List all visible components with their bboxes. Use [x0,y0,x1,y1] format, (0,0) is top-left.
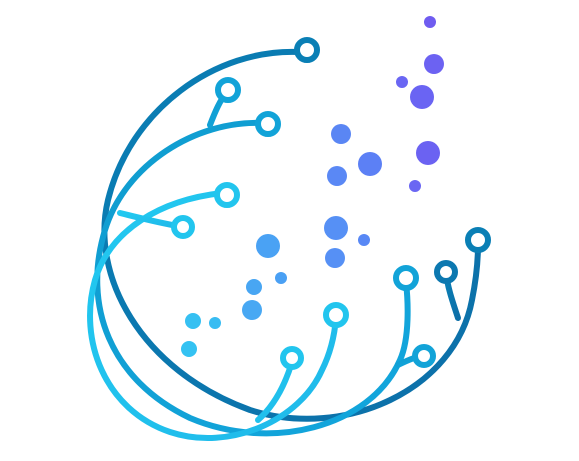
dot [324,216,348,240]
node-upper-left [215,77,241,103]
dot [327,166,347,186]
dot [358,152,382,176]
node-right-top [465,227,491,253]
dot [185,313,201,329]
dot [416,141,440,165]
dot [358,234,370,246]
node-right-mid [434,260,458,284]
dot [256,234,280,258]
floating-dots [181,16,444,357]
dot [242,300,262,320]
node-mid [214,182,240,208]
node-bottom [280,346,304,370]
node-upper-mid [255,111,281,137]
node-top [294,37,320,63]
terminal-nodes [171,37,491,370]
dot [246,279,262,295]
dot [424,54,444,74]
middle-arc [94,89,427,437]
dot [209,317,221,329]
dot [410,85,434,109]
node-center-low [323,302,349,328]
dot [181,341,197,357]
node-bottom-right [412,344,436,368]
dot [409,180,421,192]
dot [275,272,287,284]
node-right-low [393,265,419,291]
dot [396,76,408,88]
dot [331,124,351,144]
dot [424,16,436,28]
node-left [171,215,195,239]
dot [325,248,345,268]
